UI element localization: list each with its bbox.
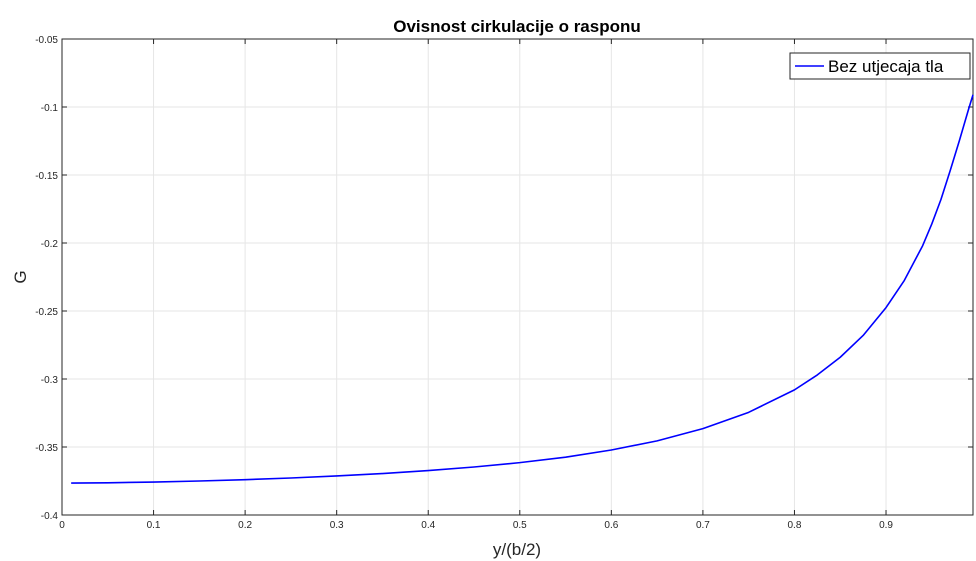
y-tick-label: -0.1	[41, 103, 59, 114]
x-tick-label: 0.6	[604, 520, 618, 531]
y-tick-label: -0.3	[41, 375, 59, 386]
chart-title: Ovisnost cirkulacije o rasponu	[393, 17, 641, 36]
x-tick-label: 0.2	[238, 520, 252, 531]
x-tick-label: 0.5	[513, 520, 527, 531]
y-tick-label: -0.05	[35, 35, 58, 46]
plot-frame	[61, 38, 974, 516]
series-line	[71, 94, 974, 484]
x-tick-label: 0.8	[788, 520, 802, 531]
series-layer	[71, 94, 974, 484]
x-tick-label: 0.7	[696, 520, 710, 531]
x-tick-label: 0	[59, 520, 65, 531]
y-tick-label: -0.15	[35, 171, 58, 182]
legend-label: Bez utjecaja tla	[828, 57, 944, 76]
y-axis-label: G	[11, 270, 30, 283]
tick-labels: 0 0.1 0.2 0.3 0.4 0.5 0.6 0.7 0.8 0.9 -0.05 -0.1 -0.…	[35, 35, 893, 531]
x-tick-label: 0.3	[330, 520, 344, 531]
x-tick-label: 0.4	[421, 520, 435, 531]
y-tick-label: -0.25	[35, 307, 58, 318]
y-tick-label: -0.2	[41, 239, 59, 250]
plot-background	[62, 39, 973, 515]
grid	[62, 39, 973, 515]
y-tick-label: -0.4	[41, 511, 59, 522]
legend[interactable]: Bez utjecaja tla	[789, 52, 971, 80]
x-axis-label: y/(b/2)	[493, 540, 541, 559]
x-tick-label: 0.9	[879, 520, 893, 531]
x-tick-label: 0.1	[147, 520, 161, 531]
y-tick-label: -0.35	[35, 443, 58, 454]
